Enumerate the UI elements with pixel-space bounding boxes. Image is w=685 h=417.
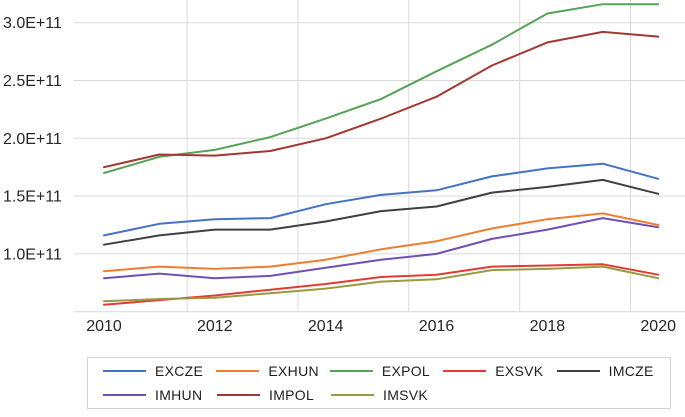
legend-swatch-exhun <box>216 370 260 372</box>
series-line-excze <box>103 162 660 237</box>
series-line-exsvk <box>103 263 660 306</box>
x-tick-label-2016: 2016 <box>419 318 455 335</box>
x-tick-label-2020: 2020 <box>640 318 676 335</box>
legend-item-imsvk: IMSVK <box>331 387 445 403</box>
y-tick-label-0: 3.0E+11 <box>3 15 62 32</box>
legend-label-imhun: IMHUN <box>155 387 203 403</box>
legend-label-exhun: EXHUN <box>268 363 319 379</box>
y-tick-label-4: 1.0E+11 <box>3 246 62 263</box>
series-line-imsvk <box>103 265 660 303</box>
x-tick-label-2010: 2010 <box>86 318 122 335</box>
grid-layer <box>74 0 685 313</box>
x-tick-label-2018: 2018 <box>530 318 566 335</box>
legend-swatch-imcze <box>556 370 600 372</box>
x-tick-label-2012: 2012 <box>197 318 233 335</box>
legend-item-excze: EXCZE <box>103 363 216 379</box>
legend-swatch-imsvk <box>331 394 374 396</box>
y-axis-ticks: 3.0E+11 2.5E+11 2.0E+11 1.5E+11 1.0E+11 <box>3 15 62 263</box>
x-tick-label-2014: 2014 <box>308 318 344 335</box>
series-line-impol <box>103 30 660 169</box>
series-line-imcze <box>103 178 660 246</box>
series-layer <box>103 3 660 306</box>
x-axis-ticks: 2010 2012 2014 2016 2018 2020 <box>86 318 676 335</box>
series-line-expol <box>103 3 660 174</box>
legend-swatch-excze <box>103 370 146 372</box>
y-tick-label-3: 1.5E+11 <box>3 189 62 206</box>
legend-label-excze: EXCZE <box>155 363 204 379</box>
legend-swatch-expol <box>329 370 373 372</box>
legend-item-exsvk: EXSVK <box>443 363 556 379</box>
legend-label-impol: IMPOL <box>269 387 315 403</box>
legend-label-imsvk: IMSVK <box>383 387 429 403</box>
legend-label-expol: EXPOL <box>381 363 431 379</box>
series-line-imhun <box>103 217 660 280</box>
legend-swatch-exsvk <box>443 370 487 372</box>
legend-row-1: EXCZE EXHUN EXPOL EXSVK IMCZE <box>103 360 670 382</box>
line-chart: 3.0E+11 2.5E+11 2.0E+11 1.5E+11 1.0E+11 … <box>3 0 685 335</box>
legend-item-exhun: EXHUN <box>216 363 329 379</box>
legend-label-exsvk: EXSVK <box>495 363 544 379</box>
legend-item-imhun: IMHUN <box>103 387 217 403</box>
legend-label-imcze: IMCZE <box>608 363 654 379</box>
series-line-exhun <box>103 212 660 273</box>
legend-item-imcze: IMCZE <box>556 363 670 379</box>
legend-row-2: IMHUN IMPOL IMSVK <box>103 384 670 406</box>
legend-item-expol: EXPOL <box>329 363 443 379</box>
legend: EXCZE EXHUN EXPOL EXSVK IMCZE IMHUN <box>87 357 671 409</box>
legend-item-impol: IMPOL <box>217 387 331 403</box>
legend-swatch-imhun <box>103 394 146 396</box>
y-tick-label-1: 2.5E+11 <box>3 73 62 90</box>
legend-swatch-impol <box>217 394 260 396</box>
y-tick-label-2: 2.0E+11 <box>3 131 62 148</box>
